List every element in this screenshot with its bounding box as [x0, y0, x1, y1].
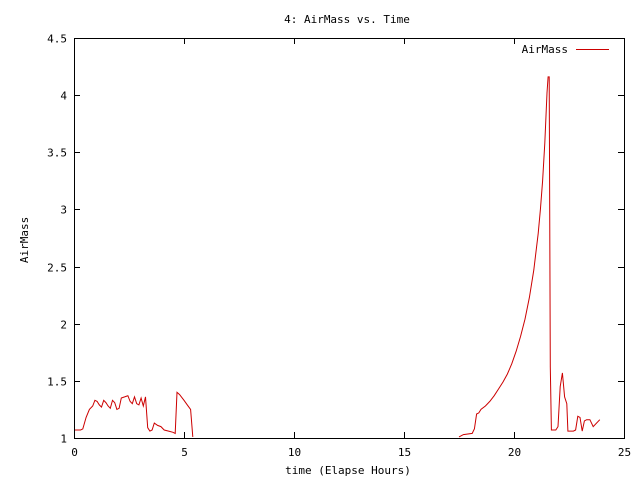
chart-title: 4: AirMass vs. Time — [284, 13, 410, 26]
y-tick-label: 4 — [60, 90, 67, 103]
legend: AirMass — [522, 43, 609, 56]
x-tick-label: 10 — [288, 446, 301, 459]
y-tick-label: 2 — [60, 319, 67, 332]
x-tick-label: 25 — [618, 446, 631, 459]
x-axis-label: time (Elapse Hours) — [285, 464, 411, 477]
x-tick-label: 20 — [508, 446, 521, 459]
airmass-series-line-1 — [74, 391, 194, 437]
y-tick-label: 2.5 — [47, 262, 67, 275]
series-layer — [74, 76, 601, 438]
x-tick-label: 5 — [181, 446, 188, 459]
x-tick-label: 15 — [398, 446, 411, 459]
y-axis-label: AirMass — [18, 217, 31, 263]
legend-label-airmass: AirMass — [522, 43, 568, 56]
y-tick-label: 3 — [60, 204, 67, 217]
axis-ticks: 0 5 10 15 20 25 1 1.5 2 2.5 3 3.5 4 4.5 — [47, 33, 631, 460]
y-tick-label: 3.5 — [47, 147, 67, 160]
y-tick-label: 4.5 — [47, 33, 67, 46]
y-tick-label: 1 — [60, 433, 67, 446]
y-tick-label: 1.5 — [47, 376, 67, 389]
airmass-series-line-2 — [458, 76, 601, 438]
x-tick-label: 0 — [71, 446, 78, 459]
plot-frame — [74, 38, 625, 439]
